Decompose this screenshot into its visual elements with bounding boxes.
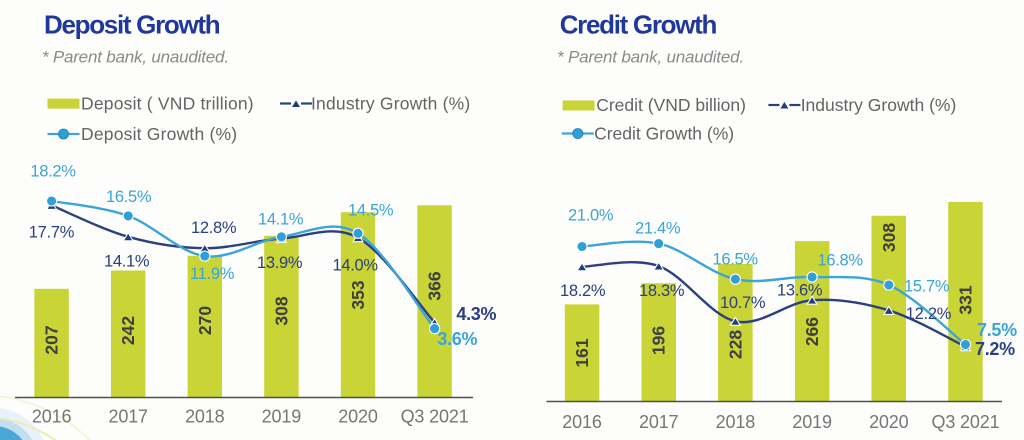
svg-text:* Parent bank, unaudited.: * Parent bank, unaudited.	[42, 48, 229, 67]
svg-text:Credit (VND billion): Credit (VND billion)	[596, 95, 746, 115]
svg-text:331: 331	[956, 285, 976, 314]
svg-text:228: 228	[725, 330, 745, 359]
svg-text:7.2%: 7.2%	[975, 339, 1015, 359]
svg-text:308: 308	[879, 223, 899, 252]
svg-text:2019: 2019	[792, 412, 832, 432]
svg-text:2020: 2020	[869, 412, 909, 432]
svg-text:353: 353	[348, 280, 368, 309]
svg-text:308: 308	[271, 296, 291, 325]
svg-text:270: 270	[195, 306, 215, 335]
svg-text:15.7%: 15.7%	[904, 278, 950, 296]
svg-text:12.8%: 12.8%	[191, 219, 237, 237]
svg-text:3.6%: 3.6%	[437, 329, 477, 349]
svg-text:Industry Growth (%): Industry Growth (%)	[801, 95, 957, 115]
svg-text:Q3 2021: Q3 2021	[931, 412, 999, 432]
svg-text:Deposit ( VND trillion): Deposit ( VND trillion)	[81, 94, 254, 114]
svg-text:13.6%: 13.6%	[777, 282, 823, 300]
svg-text:366: 366	[425, 271, 445, 300]
svg-text:Industry Growth (%): Industry Growth (%)	[311, 94, 470, 114]
svg-text:16.8%: 16.8%	[818, 252, 864, 270]
svg-text:16.5%: 16.5%	[713, 251, 759, 269]
svg-text:18.3%: 18.3%	[639, 282, 685, 300]
svg-text:16.5%: 16.5%	[106, 188, 152, 206]
svg-text:2019: 2019	[262, 407, 302, 427]
svg-text:2017: 2017	[639, 412, 679, 432]
svg-text:12.2%: 12.2%	[906, 305, 952, 323]
svg-text:14.1%: 14.1%	[258, 211, 304, 229]
svg-text:7.5%: 7.5%	[977, 320, 1017, 340]
svg-text:14.0%: 14.0%	[333, 257, 379, 275]
svg-text:2020: 2020	[338, 407, 378, 427]
svg-text:2018: 2018	[716, 412, 756, 432]
svg-text:21.0%: 21.0%	[568, 207, 614, 225]
svg-text:Deposit Growth (%): Deposit Growth (%)	[81, 124, 237, 144]
svg-text:242: 242	[118, 316, 138, 345]
svg-text:196: 196	[649, 326, 669, 355]
svg-text:Deposit Growth: Deposit Growth	[44, 10, 220, 40]
svg-text:Q3 2021: Q3 2021	[401, 407, 469, 427]
svg-text:18.2%: 18.2%	[560, 282, 606, 300]
svg-text:266: 266	[802, 317, 822, 346]
svg-text:2016: 2016	[32, 407, 72, 427]
svg-text:Credit Growth (%): Credit Growth (%)	[594, 124, 734, 144]
svg-text:13.9%: 13.9%	[257, 254, 303, 272]
svg-text:11.9%: 11.9%	[190, 265, 235, 283]
svg-text:161: 161	[572, 338, 592, 367]
svg-text:18.2%: 18.2%	[30, 163, 76, 181]
svg-text:4.3%: 4.3%	[456, 304, 496, 324]
svg-text:2017: 2017	[108, 407, 148, 427]
svg-text:2016: 2016	[562, 412, 602, 432]
svg-text:207: 207	[42, 325, 62, 354]
svg-text:10.7%: 10.7%	[720, 294, 766, 312]
svg-text:21.4%: 21.4%	[635, 220, 681, 238]
svg-text:Credit Growth: Credit Growth	[560, 10, 717, 40]
svg-text:14.5%: 14.5%	[348, 202, 394, 220]
svg-text:14.1%: 14.1%	[104, 253, 150, 271]
svg-text:* Parent bank, unaudited.: * Parent bank, unaudited.	[557, 48, 744, 67]
svg-text:2018: 2018	[185, 407, 225, 427]
svg-text:17.7%: 17.7%	[29, 224, 75, 242]
